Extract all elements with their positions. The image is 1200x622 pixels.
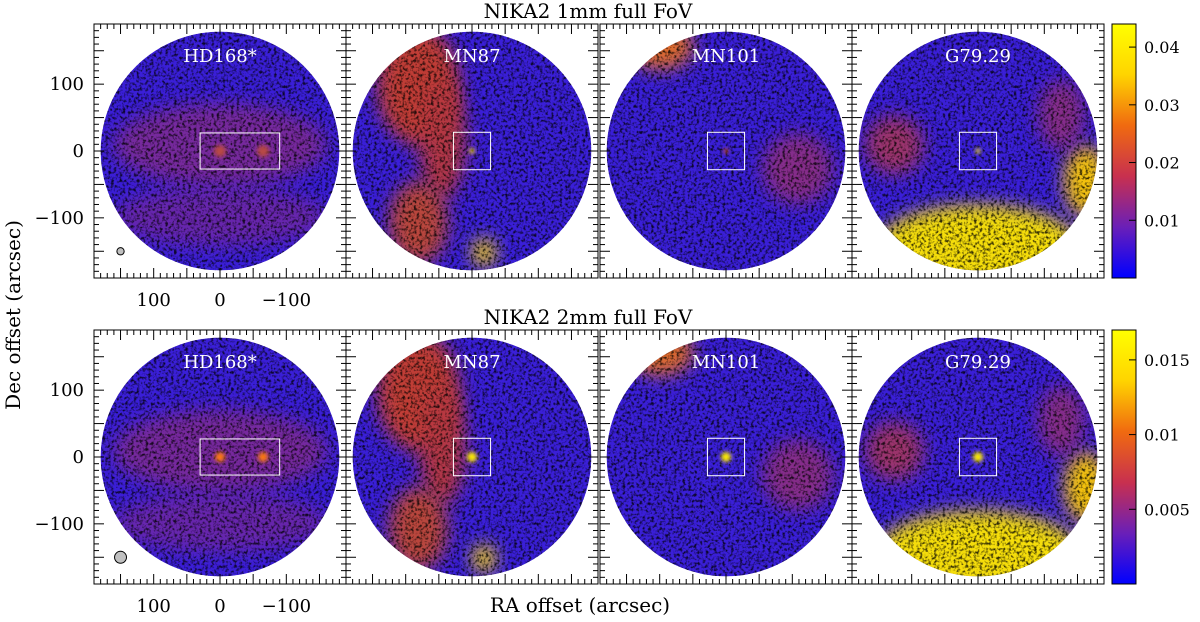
beam-marker: [116, 247, 125, 256]
zoom-box: [452, 437, 492, 477]
central-source: [258, 452, 269, 462]
colorbar-tick-label: 0.005: [1144, 500, 1190, 519]
panel-label: HD168*: [183, 352, 257, 373]
x-tick-label: 100: [137, 596, 171, 617]
panel-label: MN101: [692, 352, 761, 373]
panel-label: G79.29: [945, 46, 1011, 67]
beam-marker: [114, 550, 127, 564]
x-axis-label: RA offset (arcsec): [490, 593, 670, 617]
zoom-box: [199, 438, 281, 476]
colorbar-tick-label: 0.03: [1144, 96, 1180, 115]
zoom-box: [958, 437, 998, 477]
x-tick-label: 100: [137, 290, 171, 311]
central-source: [469, 148, 475, 154]
colorbar-gradient: [1111, 329, 1137, 585]
panel-mn101: MN101: [599, 23, 853, 279]
panel-hd168: HD168* 100 0 −100 100 0 −100: [35, 329, 347, 617]
colorbar-tick-label: 0.01: [1144, 426, 1180, 445]
panel-g7929: G79.29: [851, 23, 1105, 279]
row-2mm: NIKA2 2mm full FoV HD168* 100 0 −100 100 0 −100…: [35, 305, 1190, 617]
colorbar: 0.015 0.01 0.005: [1111, 329, 1190, 585]
colorbar: 0.04 0.03 0.02 0.01: [1111, 23, 1180, 279]
panel-label: MN87: [443, 352, 500, 373]
central-source: [721, 452, 731, 462]
colorbar-tick-label: 0.04: [1144, 38, 1180, 57]
central-source: [214, 145, 226, 157]
central-source: [257, 145, 270, 157]
panel-label: G79.29: [945, 352, 1011, 373]
y-tick-label: 0: [73, 141, 84, 162]
y-tick-label: −100: [35, 514, 84, 535]
panel-mn87: MN87: [345, 329, 599, 585]
x-tick-label: 0: [214, 596, 225, 617]
central-source: [973, 452, 983, 462]
x-tick-label: −100: [262, 290, 311, 311]
y-tick-label: 100: [50, 74, 84, 95]
central-source: [215, 452, 225, 462]
colorbar-tick-label: 0.02: [1144, 154, 1180, 173]
panel-g7929: G79.29: [851, 329, 1105, 585]
x-tick-label: −100: [262, 596, 311, 617]
panel-label: MN87: [443, 46, 500, 67]
central-source: [467, 452, 477, 462]
central-source: [975, 148, 981, 154]
panel-label: MN101: [692, 46, 761, 67]
y-tick-label: −100: [35, 208, 84, 229]
row-1mm: NIKA2 1mm full FoV HD168* 100 0 −100 100 0 −100…: [35, 0, 1180, 311]
panel-mn87: MN87: [345, 23, 599, 279]
colorbar-gradient: [1111, 23, 1137, 279]
y-tick-label: 100: [50, 380, 84, 401]
panel-label: HD168*: [183, 46, 257, 67]
row-title: NIKA2 2mm full FoV: [484, 305, 693, 329]
zoom-box: [452, 131, 492, 171]
colorbar-tick-label: 0.01: [1144, 211, 1180, 230]
fov-map: [352, 31, 592, 271]
x-tick-label: 0: [214, 290, 225, 311]
y-tick-label: 0: [73, 447, 84, 468]
central-source: [723, 148, 729, 154]
panel-hd168: HD168* 100 0 −100 100 0 −100: [35, 23, 347, 311]
colorbar-tick-label: 0.015: [1144, 351, 1190, 370]
zoom-box: [958, 131, 998, 171]
panel-mn101: MN101: [599, 329, 853, 585]
fov-map: [352, 337, 592, 577]
row-title: NIKA2 1mm full FoV: [484, 0, 693, 23]
zoom-box: [706, 437, 746, 477]
y-axis-label: Dec offset (arcsec): [1, 220, 25, 410]
zoom-box: [706, 131, 746, 171]
zoom-box: [199, 132, 281, 170]
